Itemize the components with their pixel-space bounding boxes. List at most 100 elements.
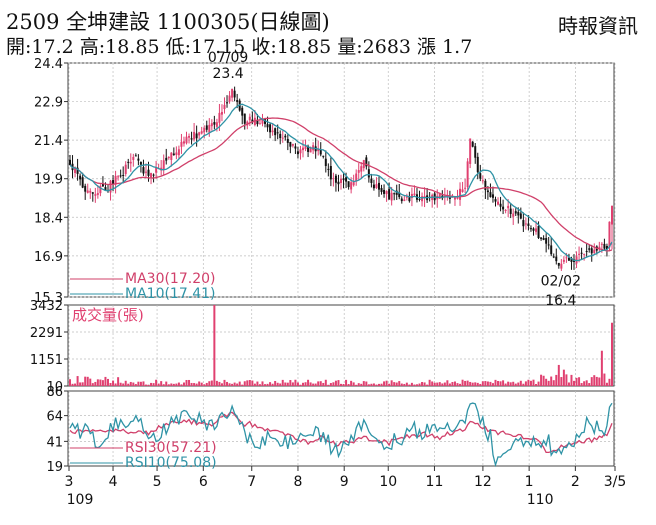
volume-bar — [352, 382, 355, 386]
volume-bar — [139, 381, 142, 386]
volume-bar — [215, 380, 218, 386]
candle-body — [319, 149, 322, 155]
volume-bar — [119, 382, 122, 386]
volume-bar — [580, 383, 583, 386]
volume-bar — [578, 377, 581, 386]
candle-body — [279, 133, 282, 139]
candle-body — [256, 119, 259, 125]
volume-bar — [436, 382, 439, 386]
candle-body — [459, 188, 462, 200]
volume-bar — [86, 376, 89, 386]
volume-bar — [291, 382, 294, 386]
candle-body — [408, 197, 411, 202]
candle-body — [329, 166, 332, 180]
candle-body — [578, 253, 581, 255]
volume-bar — [550, 376, 553, 386]
volume-bar — [598, 377, 601, 386]
candle-body — [327, 168, 330, 170]
volume-bar — [390, 380, 393, 386]
candle-body — [372, 184, 375, 189]
volume-bar — [220, 383, 223, 386]
rsi10-line — [69, 402, 613, 468]
candle-body — [352, 181, 355, 186]
candle-body — [585, 251, 588, 253]
volume-bar — [248, 380, 251, 386]
volume-bar — [190, 382, 193, 386]
x-tick-label: 11 — [426, 474, 444, 490]
volume-bar — [69, 379, 71, 386]
volume-bar — [481, 381, 484, 386]
candle-body — [532, 228, 535, 231]
candle-body — [248, 116, 251, 121]
rsi-frame — [67, 390, 615, 467]
candle-body — [567, 257, 570, 261]
candle-body — [580, 252, 583, 254]
volume-bar — [261, 381, 264, 386]
candle-body — [512, 213, 515, 217]
volume-bar — [302, 382, 305, 386]
candle-body — [114, 175, 117, 185]
price-ytick-label: 21.4 — [34, 134, 63, 149]
candle-body — [96, 193, 99, 195]
volume-ytick-label: 1151 — [30, 353, 63, 368]
candle-body — [522, 220, 525, 227]
volume-bar — [583, 381, 586, 386]
candle-body — [261, 118, 264, 124]
candle-body — [203, 128, 206, 132]
candle-body — [317, 148, 320, 152]
candle-body — [390, 192, 393, 201]
candle-body — [195, 133, 198, 139]
candle-body — [370, 178, 373, 183]
volume-bar — [177, 382, 180, 386]
candle-body — [547, 244, 550, 246]
volume-bar — [512, 381, 515, 386]
candle-body — [375, 184, 378, 189]
volume-bar — [228, 383, 231, 386]
candle-body — [307, 146, 310, 152]
candle-body — [479, 173, 482, 179]
volume-bar — [428, 379, 431, 386]
x-tick-label: 5 — [153, 474, 162, 490]
volume-bar — [205, 382, 208, 386]
candle-body — [400, 198, 403, 202]
volume-bar — [588, 383, 591, 386]
candle-body — [241, 107, 244, 116]
candle-body — [608, 221, 611, 248]
candle-body — [494, 199, 497, 202]
volume-bar — [600, 350, 603, 386]
candle-body — [142, 167, 145, 174]
candle-body — [122, 174, 125, 176]
candle-body — [535, 228, 538, 232]
volume-bar — [383, 381, 386, 386]
candle-body — [334, 175, 337, 183]
volume-ytick-label: 2291 — [30, 326, 63, 341]
candle-body — [410, 193, 413, 199]
volume-bar — [317, 381, 320, 386]
candle-body — [258, 123, 261, 125]
volume-bar — [466, 380, 469, 386]
candle-body — [155, 167, 158, 173]
candle-body — [228, 95, 231, 102]
volume-bar — [403, 383, 406, 386]
candle-body — [497, 201, 500, 205]
volume-bar — [410, 382, 413, 386]
volume-bar — [246, 380, 249, 386]
candle-body — [190, 138, 193, 140]
volume-bar — [251, 380, 254, 386]
volume-bar — [314, 383, 317, 386]
volume-bar — [327, 384, 330, 386]
volume-bar — [101, 380, 104, 386]
candle-body — [215, 122, 218, 127]
candle-body — [507, 205, 510, 209]
candle-body — [243, 113, 246, 124]
candle-body — [469, 138, 472, 164]
volume-bar — [393, 382, 396, 386]
candle-body — [233, 90, 236, 98]
volume-bar — [104, 376, 107, 386]
candle-body — [519, 213, 522, 219]
candle-body — [104, 187, 107, 191]
volume-bar — [286, 382, 289, 386]
candle-body — [264, 119, 267, 124]
volume-bar — [527, 379, 530, 386]
volume-bar — [385, 380, 388, 386]
